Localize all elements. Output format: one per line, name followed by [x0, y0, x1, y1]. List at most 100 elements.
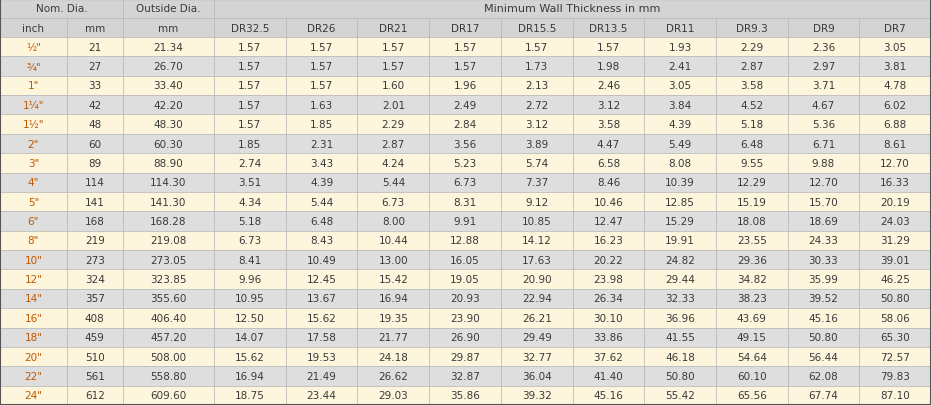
Bar: [716, 308, 788, 328]
Text: 23.98: 23.98: [593, 275, 624, 284]
Text: 33.40: 33.40: [154, 81, 183, 91]
Text: 39.32: 39.32: [521, 390, 552, 400]
Bar: [501, 77, 573, 96]
Bar: [573, 192, 644, 212]
Text: DR26: DR26: [307, 23, 336, 34]
Text: 219: 219: [85, 236, 104, 246]
Bar: [358, 57, 429, 77]
Bar: [286, 77, 358, 96]
Text: 36.04: 36.04: [521, 371, 551, 381]
Bar: [644, 134, 716, 154]
Text: 5.36: 5.36: [812, 120, 835, 130]
Text: 41.55: 41.55: [665, 333, 695, 342]
Text: 15.29: 15.29: [665, 216, 695, 226]
Text: 5.23: 5.23: [453, 158, 477, 168]
Text: 2.29: 2.29: [382, 120, 405, 130]
Bar: [788, 77, 859, 96]
Text: 24.33: 24.33: [808, 236, 839, 246]
Bar: [859, 57, 931, 77]
Bar: [67, 77, 123, 96]
Bar: [67, 212, 123, 231]
Text: 33: 33: [88, 81, 101, 91]
Bar: [286, 386, 358, 405]
Text: 67.74: 67.74: [808, 390, 839, 400]
Text: 60: 60: [88, 139, 101, 149]
Bar: [286, 212, 358, 231]
Text: 168: 168: [85, 216, 104, 226]
Text: DR15.5: DR15.5: [518, 23, 556, 34]
Text: 8.31: 8.31: [453, 197, 477, 207]
Bar: [573, 308, 644, 328]
Text: 1.57: 1.57: [453, 62, 477, 72]
Bar: [429, 289, 501, 308]
Text: 6": 6": [28, 216, 39, 226]
Text: 29.44: 29.44: [665, 275, 695, 284]
Bar: [859, 154, 931, 173]
Bar: [859, 367, 931, 386]
Text: 19.05: 19.05: [450, 275, 479, 284]
Text: 24": 24": [24, 390, 43, 400]
Text: 23.55: 23.55: [736, 236, 767, 246]
Bar: [429, 231, 501, 250]
Bar: [358, 308, 429, 328]
Text: 14.12: 14.12: [521, 236, 552, 246]
Bar: [716, 386, 788, 405]
Text: 32.77: 32.77: [521, 352, 552, 362]
Text: 8.61: 8.61: [884, 139, 907, 149]
Text: 36.96: 36.96: [665, 313, 695, 323]
Text: 10.39: 10.39: [666, 178, 695, 188]
Text: 60.10: 60.10: [737, 371, 766, 381]
Text: DR21: DR21: [379, 23, 408, 34]
Text: 12.70: 12.70: [881, 158, 910, 168]
Text: 10.85: 10.85: [521, 216, 551, 226]
Text: 114.30: 114.30: [150, 178, 186, 188]
Bar: [501, 38, 573, 57]
Bar: [573, 77, 644, 96]
Bar: [0, 250, 67, 270]
Bar: [123, 367, 214, 386]
Bar: [788, 19, 859, 38]
Text: 2.31: 2.31: [310, 139, 333, 149]
Bar: [123, 192, 214, 212]
Bar: [0, 19, 67, 38]
Text: 5.44: 5.44: [310, 197, 333, 207]
Bar: [573, 96, 644, 115]
Bar: [67, 367, 123, 386]
Bar: [0, 192, 67, 212]
Bar: [123, 115, 214, 134]
Bar: [123, 19, 214, 38]
Text: 1.57: 1.57: [238, 43, 262, 53]
Text: 12.45: 12.45: [306, 275, 337, 284]
Text: 3.43: 3.43: [310, 158, 333, 168]
Bar: [644, 231, 716, 250]
Text: 6.73: 6.73: [238, 236, 262, 246]
Bar: [573, 115, 644, 134]
Text: 273.05: 273.05: [150, 255, 186, 265]
Text: 1.57: 1.57: [310, 81, 333, 91]
Text: 65.30: 65.30: [881, 333, 910, 342]
Bar: [501, 96, 573, 115]
Bar: [214, 57, 286, 77]
Text: 1.60: 1.60: [382, 81, 405, 91]
Text: 88.90: 88.90: [154, 158, 183, 168]
Text: 49.15: 49.15: [736, 333, 767, 342]
Bar: [716, 134, 788, 154]
Text: 6.48: 6.48: [310, 216, 333, 226]
Bar: [0, 289, 67, 308]
Bar: [67, 270, 123, 289]
Text: 46.18: 46.18: [665, 352, 695, 362]
Text: 1.63: 1.63: [310, 100, 333, 111]
Text: 22.94: 22.94: [521, 294, 552, 304]
Bar: [429, 308, 501, 328]
Text: 3": 3": [28, 158, 39, 168]
Text: 273: 273: [85, 255, 104, 265]
Text: 17.58: 17.58: [306, 333, 337, 342]
Bar: [788, 173, 859, 192]
Text: 26.62: 26.62: [378, 371, 409, 381]
Text: 60.30: 60.30: [154, 139, 183, 149]
Bar: [0, 57, 67, 77]
Text: 4.39: 4.39: [668, 120, 692, 130]
Bar: [358, 19, 429, 38]
Text: 5.49: 5.49: [668, 139, 692, 149]
Text: DR7: DR7: [884, 23, 906, 34]
